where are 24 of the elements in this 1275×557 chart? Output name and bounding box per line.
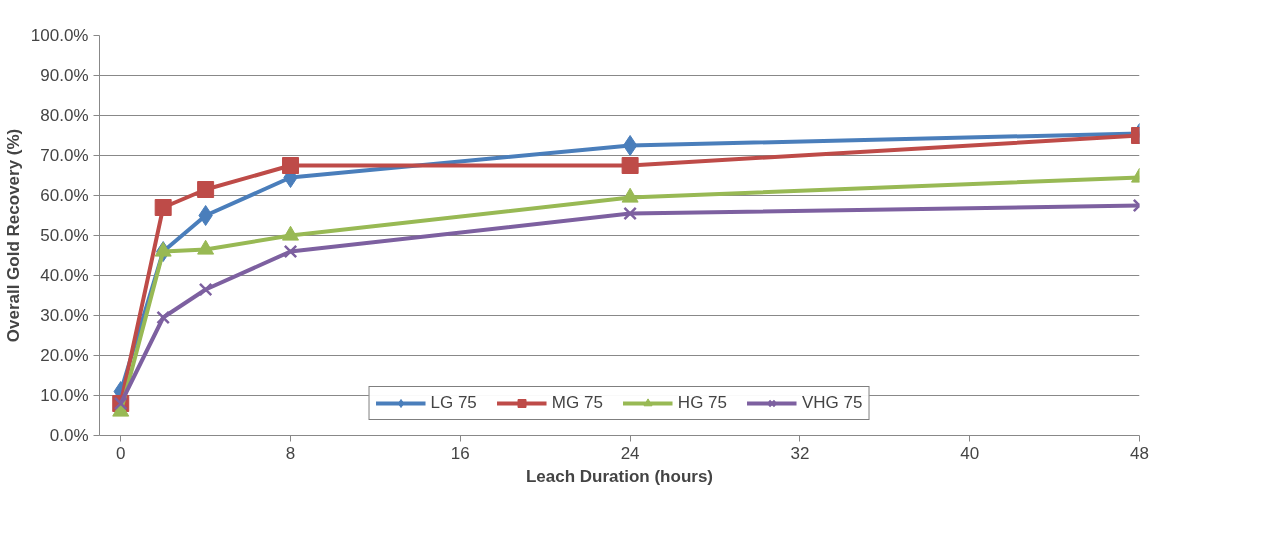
legend-label: VHG 75 xyxy=(802,393,863,413)
y-tick-label: 20.0% xyxy=(40,346,89,365)
y-tick-label: 10.0% xyxy=(40,386,89,405)
x-tick-label: 40 xyxy=(960,443,980,463)
y-tick-label: 60.0% xyxy=(40,186,89,205)
legend-label: MG 75 xyxy=(551,393,603,413)
y-tick-label: 90.0% xyxy=(40,66,89,85)
y-axis-title: Overall Gold Recovery (%) xyxy=(3,128,23,343)
y-tick-label: 100.0% xyxy=(30,26,89,45)
x-tick-label: 24 xyxy=(620,443,640,463)
y-tick-label: 30.0% xyxy=(40,306,89,325)
x-tick-label: 16 xyxy=(450,443,470,463)
legend-label: LG 75 xyxy=(430,393,477,413)
y-tick-label: 50.0% xyxy=(40,226,89,245)
x-tick-label: 32 xyxy=(790,443,810,463)
y-tick-label: 70.0% xyxy=(40,146,89,165)
x-tick-label: 8 xyxy=(285,443,296,463)
x-tick-label: 48 xyxy=(1130,443,1149,463)
y-tick-label: 80.0% xyxy=(40,106,89,125)
y-tick-label: 0.0% xyxy=(49,426,89,445)
x-tick-label: 0 xyxy=(116,443,126,463)
x-axis-title: Leach Duration (hours) xyxy=(526,466,714,486)
y-tick-label: 40.0% xyxy=(40,266,89,285)
legend-label: HG 75 xyxy=(677,393,727,413)
